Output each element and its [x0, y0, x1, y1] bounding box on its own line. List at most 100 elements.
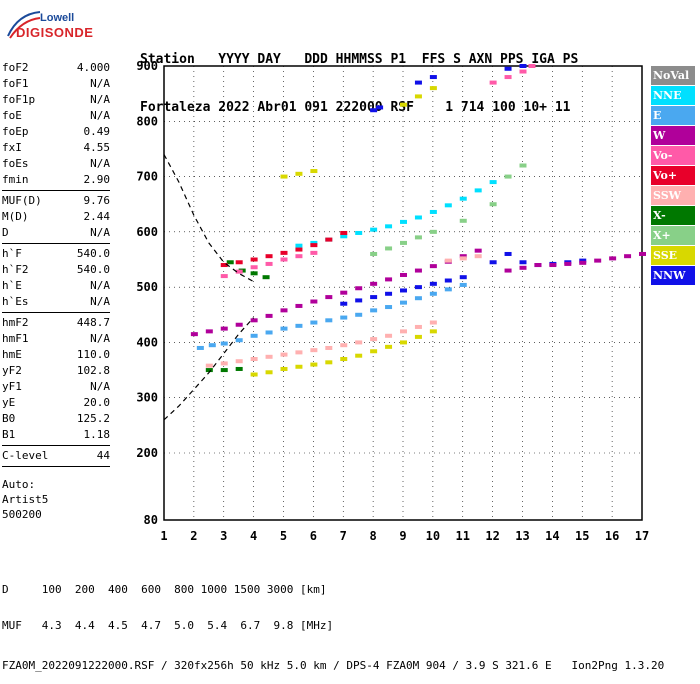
data-point	[280, 366, 288, 371]
param-separator	[2, 312, 110, 313]
data-point	[429, 281, 437, 286]
auto-line: Auto:	[2, 478, 36, 491]
data-point	[639, 251, 646, 256]
footer-info: FZA0M_2022091222000.RSF / 320fx256h 50 k…	[2, 659, 665, 672]
auto-line: 500200	[2, 508, 42, 521]
param-value: N/A	[90, 295, 110, 308]
data-point	[459, 256, 467, 261]
legend-item: X+	[651, 226, 695, 245]
data-point	[489, 202, 497, 207]
data-point	[400, 329, 407, 334]
param-row: MUF(D) 9.76	[2, 193, 110, 209]
data-point	[340, 357, 348, 362]
data-point	[400, 300, 407, 305]
param-row: yF1 N/A	[2, 379, 110, 395]
data-point	[385, 333, 393, 338]
param-value: N/A	[90, 332, 110, 345]
y-tick-label: 300	[136, 391, 158, 405]
legend-item: SSE	[651, 246, 695, 265]
data-point	[235, 359, 243, 364]
data-point	[325, 360, 333, 365]
station-header: Station YYYY DAY DDD HHMMSS P1 FFS S AXN…	[140, 20, 578, 132]
param-label: B1	[2, 428, 16, 441]
ionogram-chart: 1 2 3 4 5 6 7 8 9 10 11 12 13 14 15 16 17802003004005006…	[136, 59, 649, 543]
legend-item: E	[651, 106, 695, 125]
data-point	[355, 340, 363, 345]
data-point	[280, 352, 288, 357]
plot-frame	[163, 65, 643, 521]
y-tick-label: 600	[136, 225, 158, 239]
x-tick-label: 11	[456, 529, 470, 543]
param-value: N/A	[90, 93, 110, 106]
param-label: M(D)	[2, 210, 29, 223]
param-value: N/A	[90, 77, 110, 90]
data-point	[325, 237, 333, 242]
param-row: D N/A	[2, 225, 110, 241]
data-point	[310, 362, 318, 367]
param-row: hmE 110.0	[2, 347, 110, 363]
data-point	[400, 102, 407, 107]
data-point	[414, 94, 422, 99]
data-point	[414, 334, 422, 339]
param-row: yE 20.0	[2, 395, 110, 411]
polarization-legend: NoVal NNE E W Vo- Vo+ SSW X- X+ SSE NNW	[651, 66, 695, 286]
data-point	[370, 295, 378, 300]
data-point	[295, 243, 303, 248]
data-point	[534, 263, 542, 268]
data-point	[235, 322, 243, 327]
data-point	[429, 291, 437, 296]
header-line-1: Station YYYY DAY DDD HHMMSS P1 FFS S AXN…	[140, 52, 579, 67]
data-point	[340, 290, 348, 295]
param-row: foF1 N/A	[2, 76, 110, 92]
data-point	[385, 344, 393, 349]
param-value: N/A	[90, 226, 110, 239]
data-point	[250, 372, 258, 377]
data-point	[262, 275, 270, 280]
data-point	[310, 320, 318, 325]
data-point	[325, 318, 333, 323]
x-tick-label: 14	[545, 529, 559, 543]
data-point	[250, 271, 258, 276]
param-label: h`F	[2, 247, 22, 260]
logo-emblem-icon	[7, 11, 41, 39]
data-point	[429, 320, 437, 325]
data-point	[280, 257, 288, 262]
y-tick-label: 900	[136, 59, 158, 73]
data-point	[414, 268, 422, 273]
data-point	[504, 174, 512, 179]
data-point	[220, 361, 228, 366]
x-tick-label: 16	[605, 529, 619, 543]
legend-item: NNW	[651, 266, 695, 285]
legend-item: W	[651, 126, 695, 145]
param-row: yF2 102.8	[2, 363, 110, 379]
data-point	[295, 247, 303, 252]
data-point	[459, 218, 467, 223]
data-point	[250, 265, 258, 270]
param-label: hmE	[2, 348, 22, 361]
param-label: h`F2	[2, 263, 29, 276]
y-tick-label: 800	[136, 114, 158, 128]
data-point	[340, 315, 348, 320]
data-point	[376, 105, 384, 110]
data-point	[220, 326, 228, 331]
param-label: yF2	[2, 364, 22, 377]
param-label: B0	[2, 412, 16, 425]
data-point	[265, 261, 273, 266]
data-point	[400, 288, 407, 293]
param-value: 4.000	[76, 61, 110, 74]
param-value: 20.0	[83, 396, 111, 409]
param-label: MUF(D)	[2, 194, 42, 207]
data-point	[370, 227, 378, 232]
x-tick-label: 2	[190, 529, 197, 543]
data-point	[310, 299, 318, 304]
data-point	[205, 329, 213, 334]
data-point	[400, 219, 407, 224]
data-point	[340, 230, 348, 235]
y-tick-label: 700	[136, 170, 158, 184]
data-point	[370, 251, 378, 256]
data-point	[295, 323, 303, 328]
logo-top-text: Lowell	[40, 12, 75, 24]
param-separator	[2, 445, 110, 446]
data-point	[280, 250, 288, 255]
param-label: foF1	[2, 77, 29, 90]
